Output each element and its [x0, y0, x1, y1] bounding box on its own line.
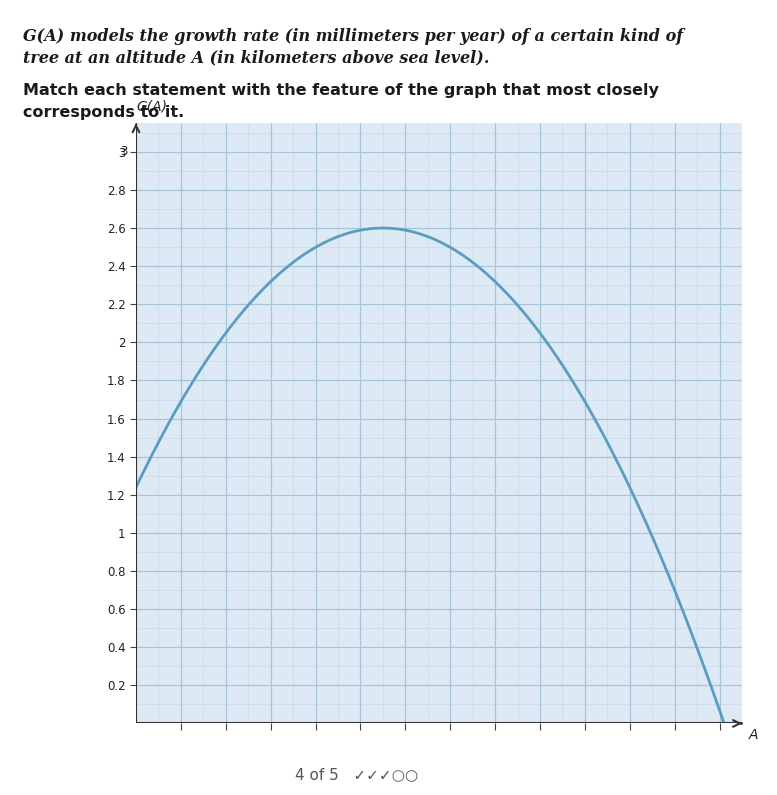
Text: A: A: [749, 728, 758, 742]
Text: 4 of 5   ✓✓✓○○: 4 of 5 ✓✓✓○○: [295, 768, 418, 782]
Text: G(A): G(A): [136, 99, 167, 114]
Text: Match each statement with the feature of the graph that most closely: Match each statement with the feature of…: [23, 83, 659, 99]
Text: G(A) models the growth rate (in millimeters per year) of a certain kind of: G(A) models the growth rate (in millimet…: [23, 28, 684, 45]
Text: 3: 3: [120, 145, 128, 158]
Text: tree at an altitude A (in kilometers above sea level).: tree at an altitude A (in kilometers abo…: [23, 49, 490, 66]
Text: corresponds to it.: corresponds to it.: [23, 105, 185, 120]
